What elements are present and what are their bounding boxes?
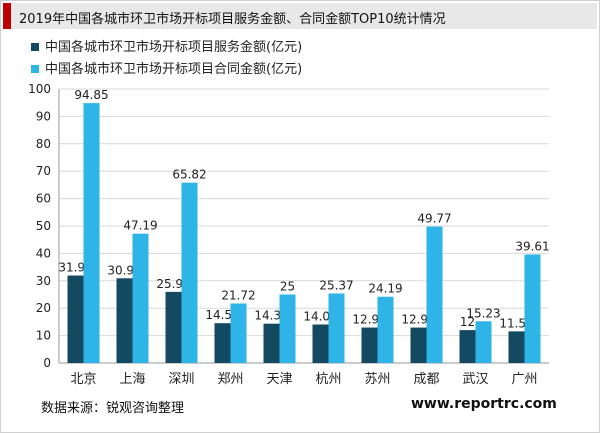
legend-swatch <box>31 43 39 51</box>
bar-series-2 <box>426 226 443 363</box>
y-tick-label: 100 <box>28 82 51 96</box>
x-tick-label: 天津 <box>266 372 292 387</box>
x-tick-label: 上海 <box>119 372 145 387</box>
x-tick-label: 北京 <box>70 372 96 387</box>
x-tick-label: 深圳 <box>168 372 194 387</box>
x-tick-label: 郑州 <box>217 372 243 387</box>
y-tick-label: 70 <box>36 164 51 178</box>
data-label: 12 <box>460 315 475 329</box>
y-tick-label: 20 <box>36 301 51 315</box>
title-accent-bar <box>3 3 11 29</box>
data-label: 49.77 <box>417 212 451 226</box>
bar-series-1 <box>214 323 231 363</box>
chart-title: 2019年中国各城市环卫市场开标项目服务金额、合同金额TOP10统计情况 <box>19 12 446 27</box>
bar-series-1 <box>263 323 280 363</box>
bar-series-1 <box>459 330 476 363</box>
bar-series-1 <box>67 275 84 363</box>
x-tick-label: 杭州 <box>315 372 341 387</box>
data-label: 94.85 <box>74 88 108 102</box>
bar-series-1 <box>361 327 378 363</box>
y-tick-label: 40 <box>36 246 51 260</box>
bar-series-2 <box>328 293 345 363</box>
x-tick-label: 苏州 <box>364 371 390 387</box>
bar-series-2 <box>524 254 541 363</box>
data-label: 39.61 <box>515 239 549 253</box>
bar-series-2 <box>83 103 100 364</box>
y-tick-label: 80 <box>36 137 51 151</box>
y-tick-label: 10 <box>36 329 51 343</box>
data-label: 24.19 <box>368 282 402 296</box>
x-tick-label: 武汉 <box>462 372 488 387</box>
y-tick-label: 0 <box>43 356 51 370</box>
y-tick-label: 60 <box>36 192 51 206</box>
y-tick-label: 50 <box>36 219 51 233</box>
data-label: 15.23 <box>466 306 500 320</box>
legend-label: 中国各城市环卫市场开标项目服务金额(亿元) <box>45 39 302 55</box>
bar-series-2 <box>132 233 149 363</box>
data-label: 21.72 <box>221 288 255 302</box>
data-label: 47.19 <box>123 219 157 233</box>
data-label: 25 <box>280 280 295 294</box>
bar-series-2 <box>377 296 394 363</box>
bar-series-1 <box>165 291 182 363</box>
website-watermark: www.reportrc.com <box>411 396 557 412</box>
data-source-note: 数据来源：锐观咨询整理 <box>41 401 185 416</box>
bar-series-2 <box>475 321 492 363</box>
y-tick-label: 30 <box>36 274 51 288</box>
bar-series-2 <box>279 294 296 363</box>
title-bar: 2019年中国各城市环卫市场开标项目服务金额、合同金额TOP10统计情况 <box>3 3 597 29</box>
legend-swatch <box>31 65 39 73</box>
bar-series-1 <box>410 327 427 363</box>
y-tick-label: 90 <box>36 109 51 123</box>
legend-label: 中国各城市环卫市场开标项目合同金额(亿元) <box>45 61 302 77</box>
data-label: 25.37 <box>319 278 353 292</box>
data-label: 65.82 <box>172 168 206 182</box>
bar-series-1 <box>116 278 133 363</box>
x-tick-label: 成都 <box>413 372 439 387</box>
x-tick-label: 广州 <box>511 372 537 387</box>
bar-series-2 <box>230 303 247 363</box>
bar-series-1 <box>508 331 525 363</box>
bar-series-2 <box>181 182 198 363</box>
bar-series-1 <box>312 324 329 363</box>
